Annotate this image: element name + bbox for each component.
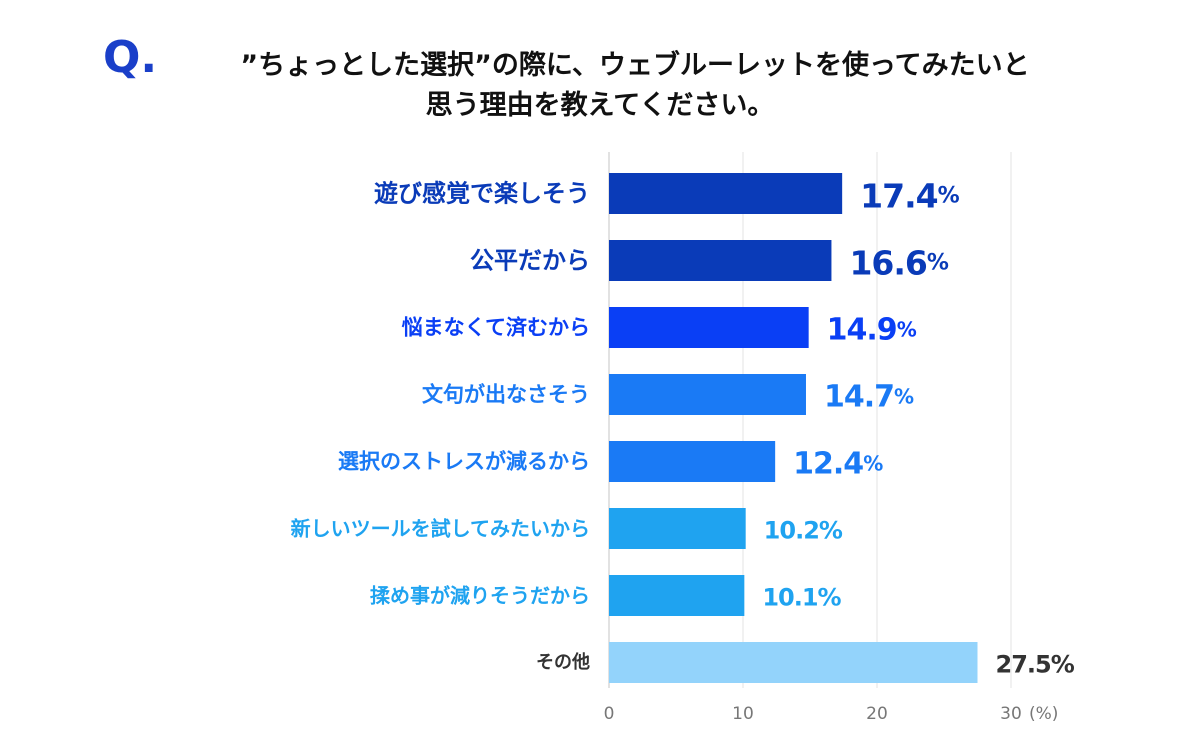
bar [609, 508, 746, 549]
bar [609, 307, 809, 348]
bar [609, 173, 843, 214]
bar [609, 374, 806, 415]
category-label: 揉め事が減りそうだから [370, 584, 590, 608]
category-label: 遊び感覚で楽しそう [374, 180, 590, 208]
value-label: 10.2% [764, 517, 843, 545]
category-label: 公平だから [470, 247, 590, 275]
value-label: 27.5% [996, 651, 1075, 679]
bar [609, 240, 832, 281]
value-label: 14.7% [824, 379, 914, 414]
value-label: 10.1% [762, 584, 841, 612]
x-tick-label: 0 [604, 704, 615, 724]
value-label: 14.9% [827, 312, 917, 347]
category-label: 文句が出なさそう [422, 383, 590, 407]
bar [609, 441, 776, 482]
question-block: Q. ”ちょっとした選択”の際に、ウェブルーレットを使ってみたいと 思う理由を教… [0, 0, 1200, 140]
category-label: 悩まなくて済むから [402, 316, 590, 340]
x-tick-label: 10 [732, 704, 754, 724]
value-label: 16.6% [849, 243, 948, 282]
category-label: 選択のストレスが減るから [338, 450, 590, 474]
value-label: 17.4% [860, 176, 959, 215]
question-text-line-2: 思う理由を教えてください。 [425, 90, 775, 121]
value-label: 12.4% [793, 446, 883, 481]
question-mark: Q. [103, 32, 158, 83]
category-label: その他 [536, 651, 590, 673]
x-axis-unit: (%) [1029, 704, 1058, 724]
x-tick-label: 30 [1000, 704, 1022, 724]
category-label: 新しいツールを試してみたいから [291, 517, 590, 541]
bar [609, 642, 978, 683]
bar [609, 575, 745, 616]
x-tick-label: 20 [866, 704, 888, 724]
question-text-line-1: ”ちょっとした選択”の際に、ウェブルーレットを使ってみたいと [240, 50, 1030, 81]
